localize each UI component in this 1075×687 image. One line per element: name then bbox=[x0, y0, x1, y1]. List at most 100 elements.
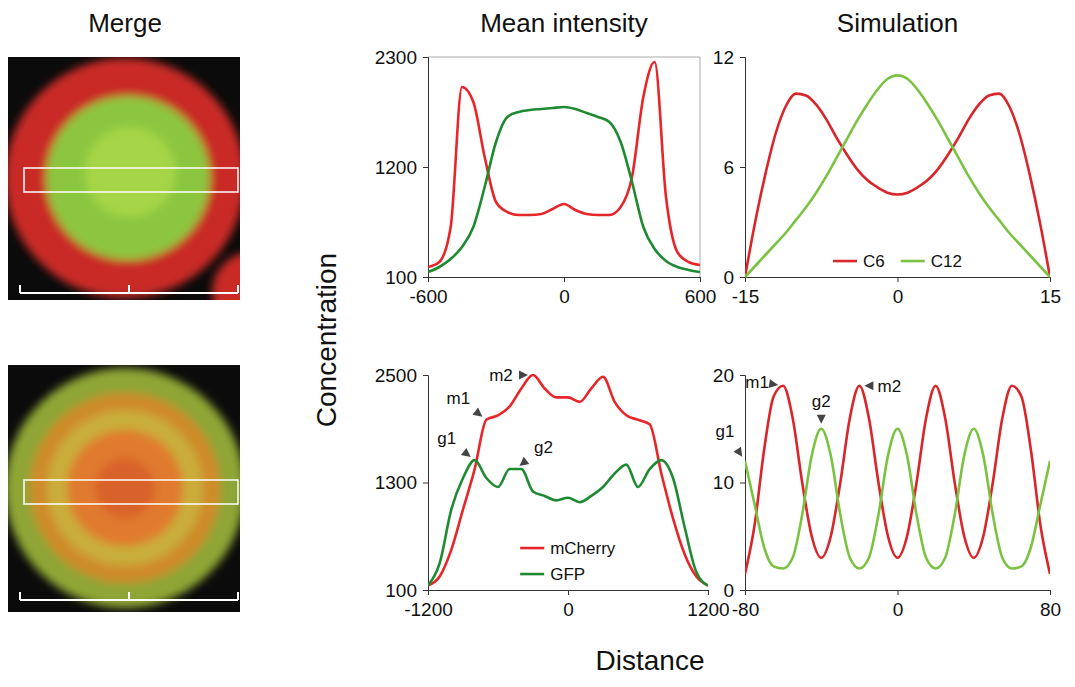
colony-region bbox=[85, 127, 175, 217]
y-axis: 10013002500 bbox=[375, 365, 429, 601]
annotation-arrow bbox=[817, 415, 826, 424]
micrograph bbox=[8, 57, 240, 300]
figure-svg: MergeConcentrationDistance-6000600100120… bbox=[0, 0, 1075, 687]
scale-bar-tick bbox=[128, 592, 130, 600]
x-tick-label: 0 bbox=[893, 286, 904, 307]
x-tick-label: -15 bbox=[732, 286, 759, 307]
colony-region bbox=[47, 410, 203, 566]
plot-area bbox=[745, 75, 1050, 277]
profile-window bbox=[24, 480, 238, 504]
x-axis-line bbox=[429, 591, 709, 596]
series-line bbox=[745, 94, 1050, 277]
x-axis-line bbox=[746, 591, 1051, 596]
x-tick-label: 600 bbox=[685, 286, 717, 307]
annotation-label: m2 bbox=[878, 377, 902, 396]
x-tick-mark bbox=[700, 277, 701, 282]
y-axis: 0 10 20 bbox=[713, 365, 746, 601]
x-axis-line bbox=[429, 278, 701, 283]
column-title: Merge bbox=[88, 8, 162, 38]
y-tick-mark bbox=[740, 277, 745, 278]
scale-bar bbox=[20, 592, 238, 600]
x-tick: 0 bbox=[563, 590, 574, 620]
y-axis-line bbox=[740, 376, 746, 591]
y-tick-label: 100 bbox=[385, 580, 417, 601]
x-tick-label: -1200 bbox=[404, 599, 453, 620]
y-axis-title: Concentration bbox=[311, 253, 342, 427]
scale-bar-tick bbox=[19, 592, 21, 600]
y-axis-line bbox=[740, 58, 746, 278]
colony-region bbox=[30, 393, 220, 583]
y-tick-mark bbox=[740, 590, 745, 591]
frame-right bbox=[700, 57, 701, 277]
series-line bbox=[745, 75, 1050, 277]
y-tick-label: 0 bbox=[723, 267, 734, 288]
x-axis-title: Distance bbox=[596, 645, 705, 676]
frame-top bbox=[428, 57, 700, 58]
x-tick-label: -600 bbox=[409, 286, 447, 307]
y-tick: 0 bbox=[723, 267, 745, 288]
column-title: Simulation bbox=[837, 8, 958, 38]
legend-swatch bbox=[520, 573, 544, 576]
x-tick: 600 bbox=[685, 277, 717, 307]
y-tick-mark bbox=[423, 57, 428, 58]
y-tick: 1200 bbox=[375, 157, 428, 178]
series-line bbox=[745, 429, 1050, 569]
y-tick-label: 0 bbox=[723, 580, 734, 601]
series-line bbox=[428, 460, 708, 585]
annotation-arrow bbox=[769, 379, 779, 389]
y-axis-line bbox=[423, 58, 429, 278]
y-axis: 0612 bbox=[713, 47, 746, 288]
series-line bbox=[745, 386, 1050, 574]
x-tick-label: 0 bbox=[893, 599, 904, 620]
x-tick: 0 bbox=[893, 590, 904, 620]
annotation-label: m1 bbox=[447, 389, 471, 408]
legend-label: C12 bbox=[931, 252, 962, 271]
annotation-label: m2 bbox=[489, 366, 513, 385]
x-tick-label: 15 bbox=[1040, 286, 1061, 307]
panel: -8008001020g1m1g2m2 bbox=[713, 365, 1061, 621]
legend-swatch bbox=[520, 547, 544, 550]
y-tick-mark bbox=[423, 375, 428, 376]
y-tick-label: 100 bbox=[385, 267, 417, 288]
y-tick-label: 10 bbox=[713, 472, 734, 493]
y-tick-mark bbox=[740, 57, 745, 58]
annotation-arrow bbox=[473, 408, 486, 421]
x-tick-label: 80 bbox=[1040, 599, 1061, 620]
y-tick-mark bbox=[740, 167, 745, 168]
y-tick-label: 12 bbox=[713, 47, 734, 68]
x-tick-mark bbox=[898, 590, 899, 595]
scale-bar-tick bbox=[237, 592, 239, 600]
annotation-label: g2 bbox=[534, 438, 553, 457]
panel: -12000120010013002500mCherryGFPg1m1g2m2 bbox=[375, 365, 730, 621]
x-tick: -15 bbox=[732, 277, 759, 307]
y-tick-mark bbox=[423, 277, 428, 278]
annotation-label: g1 bbox=[716, 422, 735, 441]
colony-region bbox=[8, 368, 240, 608]
annotation-arrow bbox=[517, 457, 530, 470]
plot-area bbox=[428, 375, 708, 586]
y-tick-mark bbox=[740, 375, 745, 376]
x-axis: -15 0 15 bbox=[732, 277, 1061, 307]
legend-item: mCherry bbox=[520, 539, 616, 558]
colony-region bbox=[67, 430, 183, 546]
y-axis-line bbox=[423, 376, 429, 591]
x-axis: -80 0 80 bbox=[732, 590, 1061, 620]
y-tick-label: 1300 bbox=[375, 472, 417, 493]
x-tick-mark bbox=[1050, 590, 1051, 595]
x-tick: 15 bbox=[1040, 277, 1061, 307]
legend-label: GFP bbox=[550, 565, 585, 584]
figure-container: MergeConcentrationDistance-6000600100120… bbox=[0, 0, 1075, 687]
scale-bar-tick bbox=[19, 285, 21, 293]
x-tick: 0 bbox=[893, 277, 904, 307]
x-tick-mark bbox=[564, 277, 565, 282]
colony-region bbox=[95, 458, 155, 518]
x-tick: -80 bbox=[732, 590, 759, 620]
x-tick-label: -80 bbox=[732, 599, 759, 620]
series-line bbox=[428, 107, 700, 272]
panel: -600060010012002300Mean intensity bbox=[375, 8, 717, 307]
y-tick: 20 bbox=[713, 365, 745, 386]
y-tick: 100 bbox=[385, 580, 428, 601]
y-tick: 10 bbox=[713, 472, 745, 493]
x-tick-mark bbox=[708, 590, 709, 595]
plot-area bbox=[428, 62, 700, 272]
